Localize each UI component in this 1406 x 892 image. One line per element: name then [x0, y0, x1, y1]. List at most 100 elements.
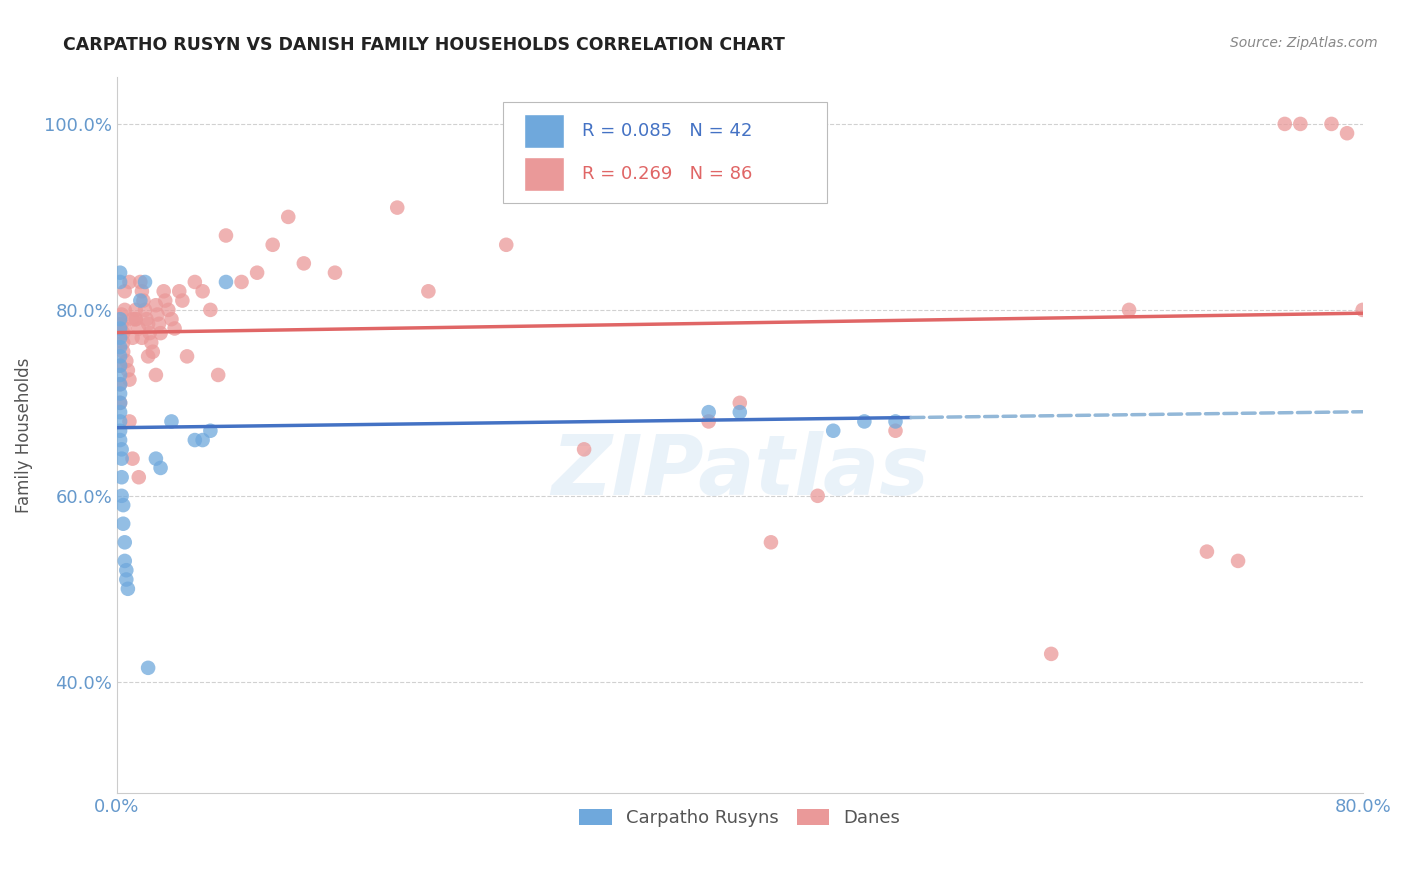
Point	[145, 368, 167, 382]
Point	[495, 237, 517, 252]
Point	[148, 317, 170, 331]
Point	[191, 285, 214, 299]
Point	[728, 396, 751, 410]
Point	[112, 516, 135, 531]
Point	[1367, 256, 1389, 270]
Point	[111, 451, 134, 466]
Point	[114, 535, 136, 549]
Point	[117, 582, 139, 596]
Point	[108, 359, 131, 373]
Point	[108, 386, 131, 401]
Point	[1320, 117, 1343, 131]
Point	[114, 321, 136, 335]
Point	[111, 317, 134, 331]
Point	[1227, 554, 1250, 568]
Point	[323, 266, 346, 280]
Point	[138, 326, 160, 340]
Point	[108, 321, 131, 335]
Point	[1336, 126, 1358, 140]
Point	[823, 424, 845, 438]
Point	[108, 396, 131, 410]
Point	[807, 489, 830, 503]
Point	[1274, 117, 1296, 131]
Legend: Carpatho Rusyns, Danes: Carpatho Rusyns, Danes	[572, 802, 908, 834]
Point	[215, 275, 238, 289]
Point	[111, 470, 134, 484]
Point	[191, 433, 214, 447]
Point	[108, 312, 131, 326]
Point	[108, 331, 131, 345]
Point	[572, 442, 595, 457]
Text: CARPATHO RUSYN VS DANISH FAMILY HOUSEHOLDS CORRELATION CHART: CARPATHO RUSYN VS DANISH FAMILY HOUSEHOL…	[63, 36, 785, 54]
Point	[118, 373, 141, 387]
Point	[200, 302, 222, 317]
Y-axis label: Family Households: Family Households	[15, 358, 32, 513]
Text: ZIPatlas: ZIPatlas	[551, 431, 929, 512]
Bar	[524, 157, 564, 191]
Point	[115, 354, 138, 368]
Point	[112, 498, 135, 512]
Point	[160, 312, 183, 326]
Point	[114, 302, 136, 317]
Point	[142, 344, 165, 359]
Point	[207, 368, 229, 382]
Point	[292, 256, 315, 270]
Point	[200, 424, 222, 438]
Point	[1195, 544, 1218, 558]
Point	[131, 285, 153, 299]
Point	[108, 396, 131, 410]
Point	[118, 275, 141, 289]
Point	[121, 451, 143, 466]
Point	[145, 451, 167, 466]
Point	[108, 368, 131, 382]
Point	[114, 285, 136, 299]
Point	[108, 405, 131, 419]
Point	[108, 424, 131, 438]
Point	[121, 312, 143, 326]
Point	[172, 293, 194, 308]
Point	[128, 470, 150, 484]
Point	[124, 302, 146, 317]
Point	[853, 414, 876, 428]
Point	[111, 489, 134, 503]
Point	[108, 275, 131, 289]
Point	[157, 302, 180, 317]
Point	[697, 405, 720, 419]
Point	[277, 210, 299, 224]
Text: R = 0.085   N = 42: R = 0.085 N = 42	[582, 122, 752, 140]
Point	[118, 414, 141, 428]
Point	[176, 350, 198, 364]
Point	[149, 461, 172, 475]
Point	[152, 285, 174, 299]
Point	[135, 312, 157, 326]
Point	[160, 414, 183, 428]
Point	[124, 312, 146, 326]
Point	[387, 201, 409, 215]
Point	[108, 340, 131, 354]
Point	[149, 326, 172, 340]
Point	[108, 414, 131, 428]
Text: R = 0.269   N = 86: R = 0.269 N = 86	[582, 165, 752, 183]
Point	[121, 331, 143, 345]
Point	[136, 661, 159, 675]
Point	[134, 275, 156, 289]
Point	[131, 331, 153, 345]
Point	[108, 359, 131, 373]
Point	[884, 414, 907, 428]
Bar	[524, 114, 564, 148]
Point	[124, 312, 146, 326]
Point	[141, 335, 163, 350]
Point	[112, 344, 135, 359]
Point	[117, 363, 139, 377]
Point	[246, 266, 269, 280]
Point	[146, 308, 169, 322]
Point	[184, 275, 207, 289]
Point	[167, 285, 190, 299]
Point	[884, 424, 907, 438]
Point	[111, 442, 134, 457]
Point	[163, 321, 186, 335]
Point	[108, 433, 131, 447]
Point	[697, 414, 720, 428]
Point	[1351, 302, 1374, 317]
Point	[115, 563, 138, 577]
